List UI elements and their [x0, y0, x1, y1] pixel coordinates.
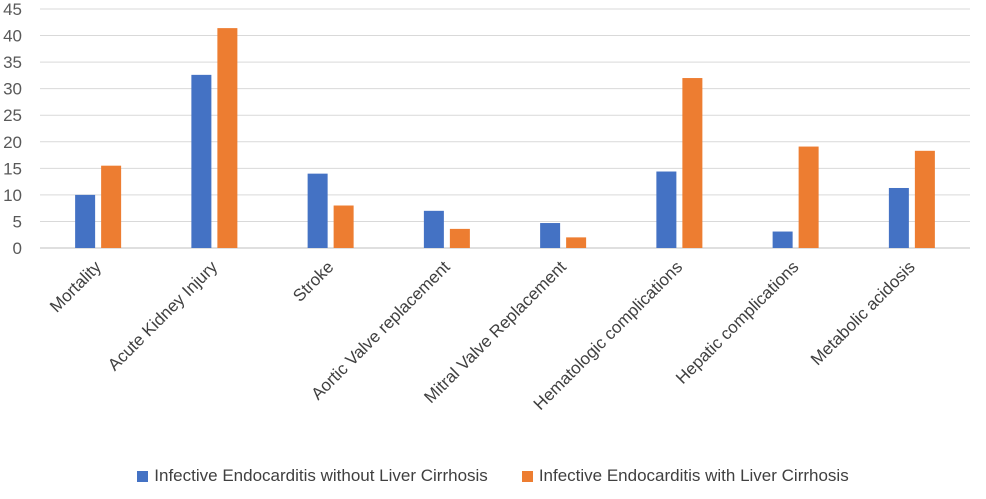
x-tick-label: Acute Kidney Injury	[104, 257, 221, 374]
y-tick-label: 5	[13, 212, 22, 231]
bar	[101, 165, 122, 248]
bar	[888, 187, 909, 248]
gridlines	[40, 8, 970, 249]
y-tick-label: 0	[13, 239, 22, 258]
legend: Infective Endocarditis without Liver Cir…	[0, 466, 986, 486]
bar-chart: 0 5 10 15 20 25 30 35 40 45 Mortality Acute Kidney…	[3, 0, 970, 414]
x-tick-label: Hepatic complications	[672, 257, 802, 387]
x-tick-label: Mortality	[46, 257, 105, 316]
bar	[217, 28, 238, 249]
bar	[75, 194, 96, 248]
legend-label-with-cirrhosis: Infective Endocarditis with Liver Cirrho…	[538, 466, 849, 485]
y-axis: 0 5 10 15 20 25 30 35 40 45	[3, 0, 22, 258]
bars	[75, 28, 935, 249]
y-tick-label: 30	[3, 80, 22, 99]
bar	[914, 150, 935, 248]
legend-item-with-cirrhosis: Infective Endocarditis with Liver Cirrho…	[521, 466, 849, 486]
x-tick-label: Stroke	[289, 257, 337, 305]
legend-swatch-blue	[137, 470, 149, 482]
x-tick-label: Metabolic acidosis	[807, 257, 919, 369]
y-tick-label: 20	[3, 133, 22, 152]
bar	[656, 171, 677, 248]
bar	[682, 78, 703, 249]
y-tick-label: 25	[3, 106, 22, 125]
bar	[423, 210, 444, 248]
bar	[191, 74, 212, 248]
y-tick-label: 35	[3, 53, 22, 72]
bar	[798, 146, 819, 248]
bar	[566, 237, 587, 248]
bar	[449, 228, 470, 248]
legend-label-without-cirrhosis: Infective Endocarditis without Liver Cir…	[154, 466, 488, 485]
bar	[307, 173, 328, 248]
y-tick-label: 40	[3, 27, 22, 46]
bar	[333, 205, 354, 248]
x-axis: Mortality Acute Kidney Injury StrokeAortic…	[46, 257, 919, 414]
legend-swatch-orange	[521, 470, 533, 482]
y-tick-label: 45	[3, 0, 22, 19]
y-tick-label: 15	[3, 159, 22, 178]
bar	[772, 231, 793, 248]
bar	[540, 223, 561, 248]
legend-item-without-cirrhosis: Infective Endocarditis without Liver Cir…	[137, 466, 488, 486]
y-tick-label: 10	[3, 186, 22, 205]
